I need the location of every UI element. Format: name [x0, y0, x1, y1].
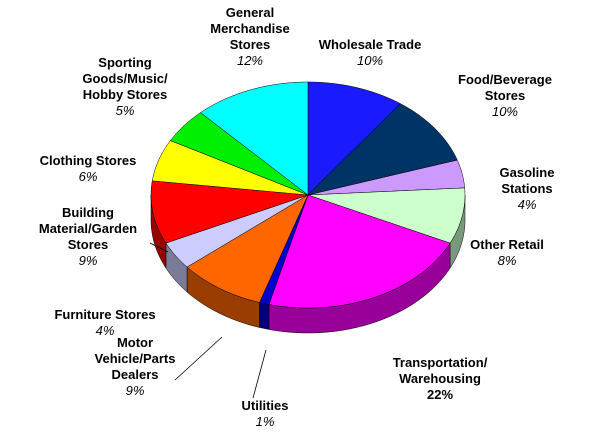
value-label: 6% — [78, 169, 98, 184]
slice-label: Wholesale Trade 10% — [319, 37, 422, 69]
slice-label: Motor Vehicle/Parts Dealers 9% — [95, 335, 176, 399]
value-label: 22% — [426, 387, 454, 402]
slice-label: Clothing Stores 6% — [40, 153, 137, 185]
category-name: Utilities — [241, 398, 289, 413]
leader-line — [149, 242, 169, 253]
value-label: 9% — [125, 383, 145, 398]
slice-label: General Merchandise Stores 12% — [210, 5, 289, 69]
slice-label: Transportation/ Warehousing 22% — [393, 355, 488, 403]
leader-line — [174, 336, 223, 381]
value-label: 10% — [356, 53, 384, 68]
slice — [170, 112, 309, 196]
category-name: Furniture Stores — [54, 307, 156, 322]
value-label: 8% — [497, 253, 517, 268]
slice-label: Sporting Goods/Music/ Hobby Stores 5% — [82, 55, 167, 119]
category-name: Clothing Stores — [39, 153, 137, 168]
category-name: Food/Beverage Stores — [458, 72, 552, 103]
category-name: Wholesale Trade — [318, 37, 422, 52]
category-name: Gasoline Stations — [499, 165, 555, 196]
slice-label: Other Retail 8% — [470, 237, 544, 269]
slice — [150, 180, 309, 244]
category-name: Motor Vehicle/Parts Dealers — [94, 335, 176, 382]
slice-label: Food/Beverage Stores 10% — [458, 72, 552, 120]
value-label: 5% — [115, 103, 135, 118]
value-label: 1% — [255, 414, 275, 429]
category-name: Building Material/Garden Stores — [38, 205, 138, 252]
leader-line — [252, 349, 267, 399]
category-name: Other Retail — [470, 237, 544, 252]
slice — [307, 187, 466, 244]
slice — [307, 81, 401, 196]
slice — [268, 194, 451, 309]
category-name: General Merchandise Stores — [210, 5, 290, 52]
value-label: 9% — [78, 253, 98, 268]
value-label: 12% — [236, 53, 264, 68]
slice — [307, 103, 458, 196]
slice — [186, 194, 309, 303]
slice — [151, 140, 309, 196]
slice — [307, 159, 465, 196]
slice-label: Building Material/Garden Stores 9% — [39, 205, 137, 269]
slice-label: Furniture Stores 4% — [54, 307, 155, 339]
value-label: 4% — [517, 197, 537, 212]
value-label: 4% — [95, 323, 115, 338]
category-name: Sporting Goods/Music/ Hobby Stores — [82, 55, 168, 102]
slice — [165, 194, 309, 268]
slice-label: Gasoline Stations 4% — [483, 165, 571, 213]
slice — [200, 81, 309, 196]
slice-label: Utilities 1% — [242, 398, 289, 430]
category-name: Transportation/ Warehousing — [392, 355, 488, 386]
slice-side — [259, 302, 270, 330]
value-label: 10% — [491, 104, 519, 119]
